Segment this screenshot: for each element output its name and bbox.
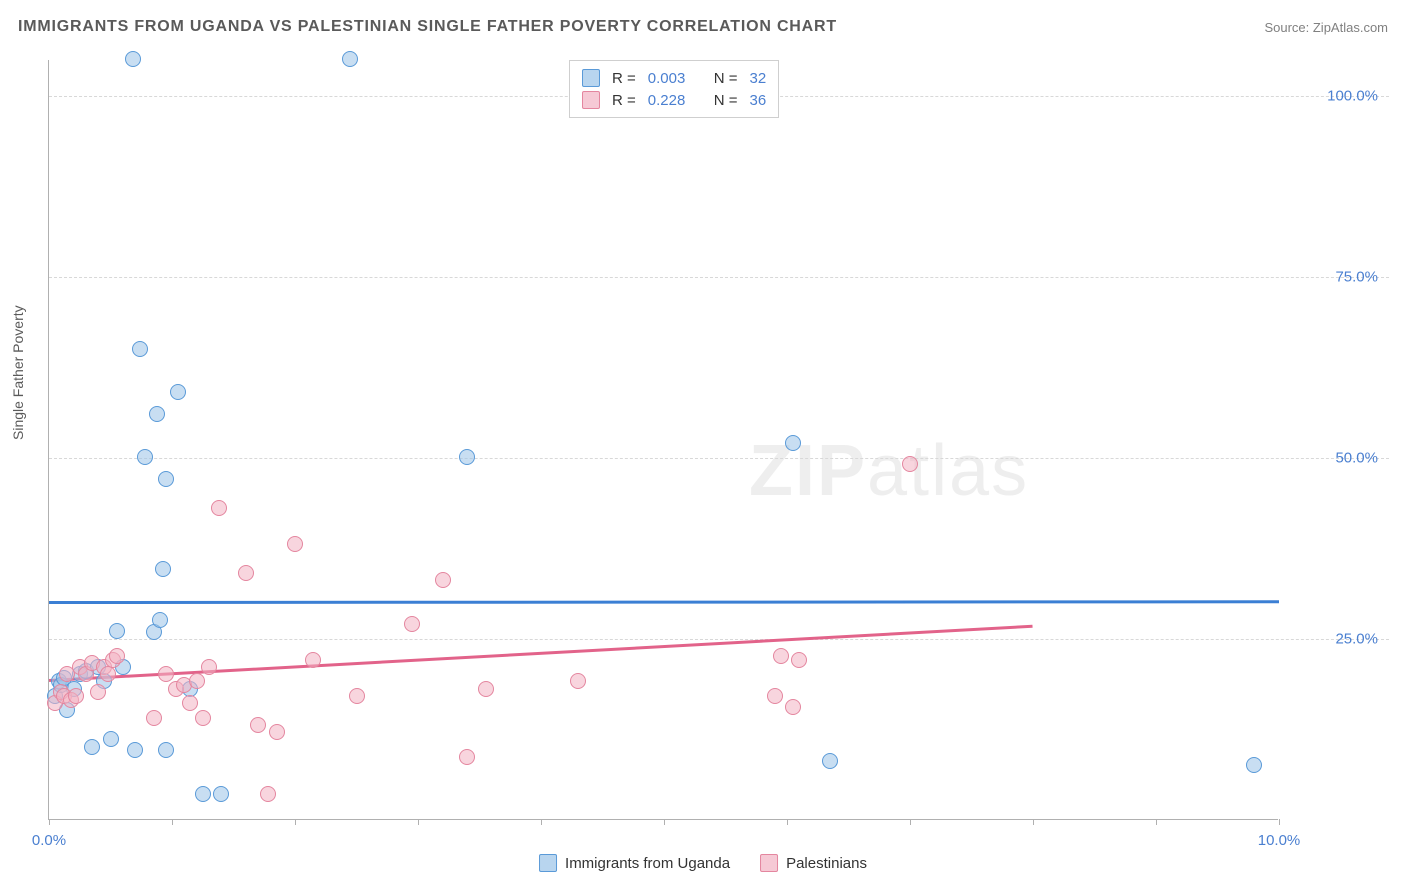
data-point-uganda	[155, 561, 171, 577]
data-point-palestinians	[349, 688, 365, 704]
x-tick	[295, 819, 296, 825]
data-point-palestinians	[195, 710, 211, 726]
y-tick-label: 25.0%	[1298, 631, 1378, 648]
data-point-palestinians	[109, 648, 125, 664]
x-tick-label-last: 10.0%	[1258, 832, 1301, 849]
swatch-pink-icon	[760, 854, 778, 872]
data-point-palestinians	[189, 673, 205, 689]
data-point-uganda	[137, 449, 153, 465]
trend-line-uganda	[49, 601, 1279, 604]
y-axis-label: Single Father Poverty	[10, 305, 26, 440]
data-point-palestinians	[404, 616, 420, 632]
data-point-palestinians	[269, 724, 285, 740]
plot-area: R = 0.003 N = 32 R = 0.228 N = 36 ZIPatl…	[48, 60, 1278, 820]
correlation-legend: R = 0.003 N = 32 R = 0.228 N = 36	[569, 60, 779, 118]
x-tick	[1156, 819, 1157, 825]
data-point-uganda	[1246, 757, 1262, 773]
data-point-palestinians	[68, 688, 84, 704]
x-tick	[1033, 819, 1034, 825]
data-point-uganda	[152, 612, 168, 628]
data-point-palestinians	[478, 681, 494, 697]
r-label: R =	[612, 70, 636, 87]
data-point-palestinians	[238, 565, 254, 581]
data-point-palestinians	[902, 456, 918, 472]
x-tick	[910, 819, 911, 825]
x-tick	[172, 819, 173, 825]
data-point-palestinians	[158, 666, 174, 682]
data-point-uganda	[785, 435, 801, 451]
data-point-palestinians	[791, 652, 807, 668]
data-point-palestinians	[287, 536, 303, 552]
data-point-uganda	[109, 623, 125, 639]
data-point-uganda	[103, 731, 119, 747]
x-tick	[1279, 819, 1280, 825]
data-point-palestinians	[773, 648, 789, 664]
x-tick	[664, 819, 665, 825]
data-point-uganda	[342, 51, 358, 67]
data-point-uganda	[149, 406, 165, 422]
n-value-uganda: 32	[750, 70, 767, 87]
data-point-palestinians	[785, 699, 801, 715]
gridline-h	[49, 458, 1389, 459]
data-point-palestinians	[182, 695, 198, 711]
data-point-palestinians	[260, 786, 276, 802]
n-value-palestinians: 36	[750, 92, 767, 109]
data-point-palestinians	[767, 688, 783, 704]
swatch-pink-icon	[582, 91, 600, 109]
data-point-palestinians	[211, 500, 227, 516]
chart-header: IMMIGRANTS FROM UGANDA VS PALESTINIAN SI…	[18, 18, 1388, 36]
legend-row-palestinians: R = 0.228 N = 36	[582, 89, 766, 111]
data-point-palestinians	[459, 749, 475, 765]
legend-item-palestinians: Palestinians	[760, 854, 867, 872]
data-point-palestinians	[90, 684, 106, 700]
data-point-palestinians	[305, 652, 321, 668]
chart-title: IMMIGRANTS FROM UGANDA VS PALESTINIAN SI…	[18, 18, 837, 36]
data-point-uganda	[822, 753, 838, 769]
data-point-uganda	[459, 449, 475, 465]
data-point-uganda	[125, 51, 141, 67]
data-point-palestinians	[435, 572, 451, 588]
data-point-uganda	[132, 341, 148, 357]
x-tick	[418, 819, 419, 825]
x-tick-label-first: 0.0%	[32, 832, 66, 849]
series-legend: Immigrants from Uganda Palestinians	[539, 854, 867, 872]
swatch-blue-icon	[582, 69, 600, 87]
y-tick-label: 75.0%	[1298, 269, 1378, 286]
data-point-palestinians	[201, 659, 217, 675]
data-point-uganda	[195, 786, 211, 802]
x-tick	[541, 819, 542, 825]
gridline-h	[49, 639, 1389, 640]
data-point-uganda	[213, 786, 229, 802]
x-tick	[49, 819, 50, 825]
data-point-palestinians	[100, 666, 116, 682]
chart-source: Source: ZipAtlas.com	[1264, 20, 1388, 35]
r-value-palestinians: 0.228	[648, 92, 696, 109]
gridline-h	[49, 277, 1389, 278]
y-tick-label: 50.0%	[1298, 450, 1378, 467]
data-point-uganda	[170, 384, 186, 400]
data-point-uganda	[158, 742, 174, 758]
data-point-uganda	[127, 742, 143, 758]
chart-container: IMMIGRANTS FROM UGANDA VS PALESTINIAN SI…	[0, 0, 1406, 892]
x-tick	[787, 819, 788, 825]
legend-label-palestinians: Palestinians	[786, 855, 867, 872]
legend-item-uganda: Immigrants from Uganda	[539, 854, 730, 872]
n-label: N =	[714, 70, 738, 87]
data-point-palestinians	[250, 717, 266, 733]
legend-row-uganda: R = 0.003 N = 32	[582, 67, 766, 89]
data-point-uganda	[84, 739, 100, 755]
legend-label-uganda: Immigrants from Uganda	[565, 855, 730, 872]
swatch-blue-icon	[539, 854, 557, 872]
n-label: N =	[714, 92, 738, 109]
r-label: R =	[612, 92, 636, 109]
r-value-uganda: 0.003	[648, 70, 696, 87]
data-point-palestinians	[570, 673, 586, 689]
y-tick-label: 100.0%	[1298, 88, 1378, 105]
data-point-uganda	[158, 471, 174, 487]
data-point-palestinians	[146, 710, 162, 726]
